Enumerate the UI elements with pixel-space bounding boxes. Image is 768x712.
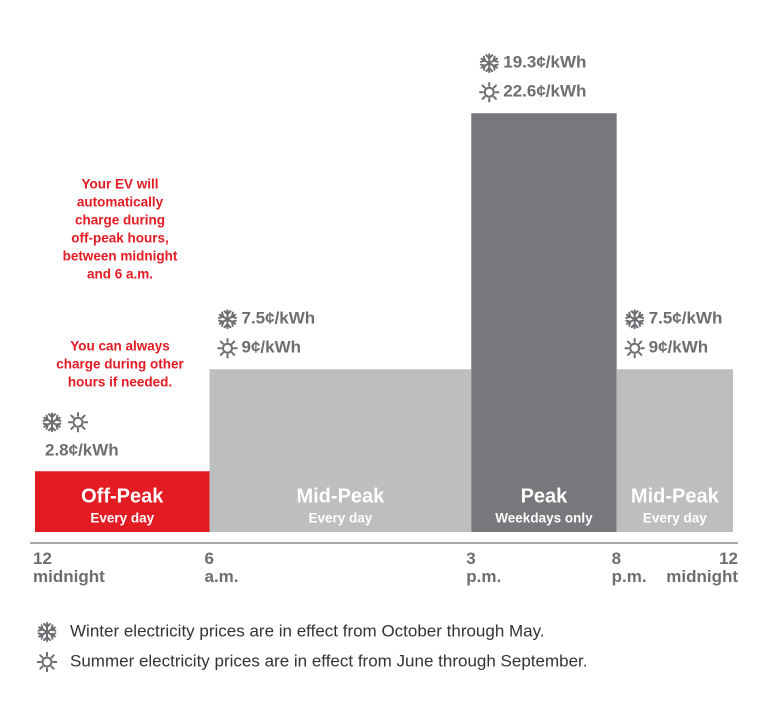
price-label: 9¢/kWh [649, 338, 709, 357]
annotation: and 6 a.m. [87, 267, 153, 282]
winter-icon [479, 53, 499, 74]
price-label: 22.6¢/kWh [503, 82, 586, 101]
tick-line: a.m. [205, 567, 239, 586]
tick-line: 12 [719, 549, 738, 568]
bar [616, 369, 733, 532]
price-label: 2.8¢/kWh [45, 441, 119, 460]
annotation: automatically [77, 195, 164, 210]
x-tick-label: 8 p.m. [612, 549, 647, 586]
summer-icon [68, 412, 88, 433]
annotation: charge during other [56, 357, 184, 372]
period-name: Peak [521, 485, 569, 507]
annotation: charge during [75, 213, 165, 228]
winter-icon [625, 309, 645, 330]
tick-line: 8 [612, 549, 621, 568]
bar [471, 113, 617, 532]
bar [35, 471, 210, 532]
summer-icon [37, 652, 57, 672]
tick-line: midnight [33, 567, 105, 586]
winter-icon [37, 622, 57, 642]
annotation: You can always [70, 339, 170, 354]
price-label: 7.5¢/kWh [649, 309, 723, 328]
tick-line: p.m. [466, 567, 501, 586]
tick-line: 12 [33, 549, 52, 568]
period-note: Every day [90, 511, 154, 526]
period-name: Mid-Peak [631, 485, 720, 507]
price-label: 7.5¢/kWh [242, 309, 316, 328]
period-note: Every day [308, 511, 372, 526]
tick-line: midnight [666, 567, 738, 586]
x-tick-label: 3 p.m. [466, 549, 501, 586]
period-note: Weekdays only [495, 511, 593, 526]
annotation: between midnight [63, 249, 178, 264]
x-tick-label: 6 a.m. [205, 549, 239, 586]
summer-icon [217, 338, 238, 359]
period-name: Off-Peak [81, 485, 164, 507]
annotation: hours if needed. [68, 375, 172, 390]
tick-line: p.m. [612, 567, 647, 586]
bar [209, 369, 472, 532]
price-label: 9¢/kWh [242, 338, 302, 357]
winter-icon [218, 309, 237, 330]
price-label: 19.3¢/kWh [503, 53, 586, 72]
x-tick-label: 12 midnight [33, 549, 105, 586]
tick-line: 6 [205, 549, 214, 568]
footnote: Winter electricity prices are in effect … [70, 621, 545, 640]
period-name: Mid-Peak [296, 485, 385, 507]
footnote: Summer electricity prices are in effect … [70, 651, 587, 670]
winter-icon [42, 412, 62, 433]
x-tick-label: 12 midnight [666, 549, 738, 586]
summer-icon [624, 338, 645, 359]
summer-icon [479, 82, 500, 103]
tick-line: 3 [466, 549, 475, 568]
annotation: Your EV will [81, 177, 158, 192]
annotation: off-peak hours, [71, 231, 169, 246]
period-note: Every day [643, 511, 707, 526]
